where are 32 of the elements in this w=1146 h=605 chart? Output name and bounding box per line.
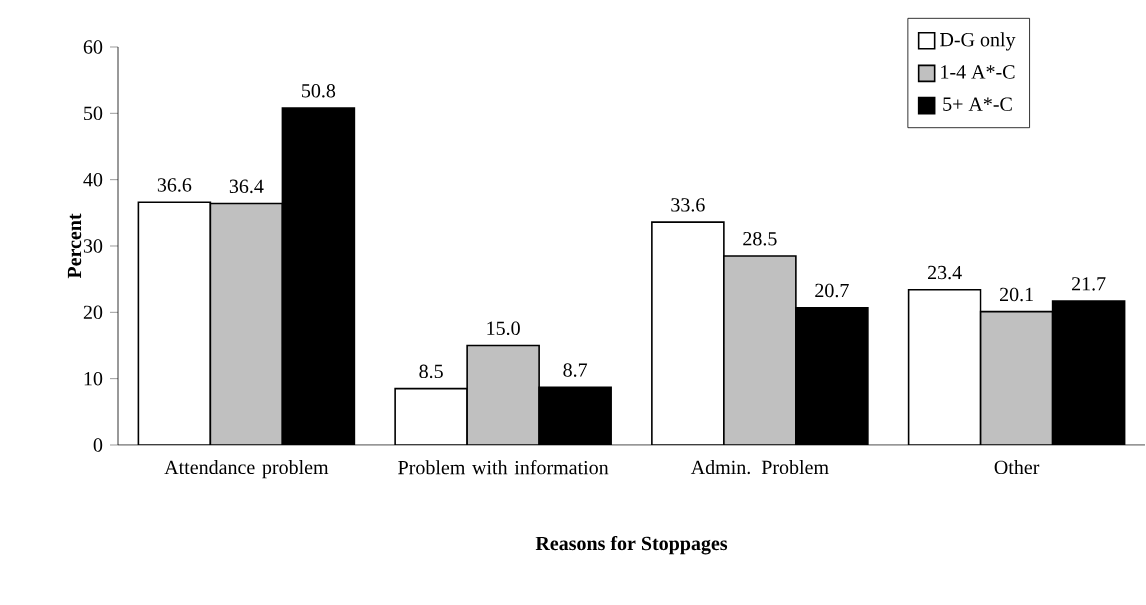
x-axis-title: Reasons for Stoppages — [535, 535, 728, 555]
y-tick-label: 0 — [93, 438, 103, 452]
bar — [979, 310, 1054, 445]
y-tick-label: 60 — [83, 40, 103, 54]
bar — [723, 255, 797, 445]
data-label: 50.8 — [302, 84, 336, 98]
x-tick-label: Attendance problem — [164, 460, 329, 479]
data-label: 23.4 — [927, 265, 962, 280]
data-label: 36.6 — [157, 178, 192, 192]
data-label: 21.7 — [1071, 277, 1106, 291]
y-tick-label: 20 — [83, 305, 103, 320]
x-tick-label: Problem with information — [398, 460, 609, 475]
x-tick-label: Admin. Problem — [690, 460, 829, 475]
x-tick-label: Other — [994, 460, 1040, 475]
legend-label: 1-4 A*-C — [941, 65, 1015, 79]
y-tick-label: 50 — [84, 106, 103, 121]
data-label: 28.5 — [743, 231, 777, 246]
data-label: 8.5 — [419, 364, 443, 379]
y-tick-label: 10 — [84, 371, 103, 386]
data-label: 15.0 — [487, 321, 520, 336]
data-label: 33.6 — [671, 198, 705, 212]
legend-label: 5+ A*-C — [943, 97, 1012, 111]
data-label: 8.7 — [563, 363, 588, 377]
data-label: 20.7 — [815, 283, 849, 298]
data-label: 20.1 — [999, 287, 1033, 302]
data-label: 36.4 — [229, 179, 264, 194]
y-tick-label: 40 — [83, 172, 103, 187]
y-tick-label: 30 — [83, 239, 103, 253]
legend-label: D-G only — [940, 32, 1016, 51]
y-axis-title: Percent — [67, 213, 82, 279]
bar — [466, 344, 540, 445]
bar — [209, 202, 284, 445]
